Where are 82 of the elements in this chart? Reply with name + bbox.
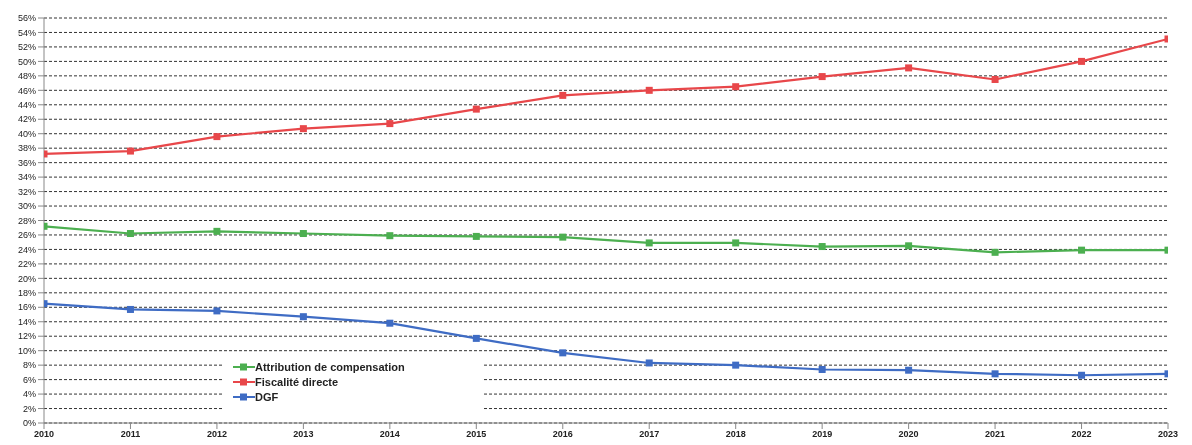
legend-label: DGF	[255, 390, 279, 403]
y-tick-label: 28%	[17, 215, 36, 226]
y-tick-label: 44%	[17, 99, 36, 110]
point	[905, 64, 913, 72]
y-tick-label: 0%	[22, 418, 36, 429]
y-tick-label: 32%	[17, 186, 36, 197]
y-tick-label: 16%	[17, 302, 36, 313]
x-tick-label: 2013	[293, 429, 314, 440]
legend-label: Fiscalité directe	[255, 375, 339, 388]
y-tick-label: 2%	[22, 403, 36, 414]
point	[472, 334, 480, 342]
x-tick-label: 2014	[379, 429, 400, 440]
y-tick-label: 10%	[17, 345, 36, 356]
point	[818, 73, 826, 81]
point	[299, 313, 307, 321]
y-tick-label: 50%	[17, 56, 36, 67]
point	[213, 227, 221, 235]
legend-label: Attribution de compensation	[255, 360, 405, 373]
x-tick-label: 2023	[1157, 429, 1179, 440]
point	[472, 232, 480, 240]
point	[126, 147, 134, 155]
x-tick-label: 2012	[206, 429, 227, 440]
point	[559, 91, 567, 99]
x-tick-label: 2016	[552, 429, 573, 440]
y-tick-label: 56%	[17, 13, 36, 24]
y-tick-label: 52%	[17, 42, 36, 53]
y-tick-label: 6%	[22, 374, 36, 385]
x-tick-label: 2018	[725, 429, 746, 440]
y-tick-label: 42%	[17, 114, 36, 125]
point	[386, 232, 394, 240]
point	[732, 83, 740, 91]
y-tick-label: 12%	[17, 331, 36, 342]
point	[991, 248, 999, 256]
point	[559, 233, 567, 241]
point	[732, 361, 740, 369]
x-tick-label: 2019	[812, 429, 833, 440]
point	[645, 359, 653, 367]
y-tick-label: 36%	[17, 157, 36, 168]
point	[991, 370, 999, 378]
y-tick-label: 22%	[17, 259, 36, 270]
y-tick-label: 20%	[17, 273, 36, 284]
point	[905, 242, 913, 250]
point	[213, 307, 221, 315]
point	[1078, 371, 1086, 379]
point	[126, 230, 134, 238]
x-tick-label: 2010	[33, 429, 55, 440]
y-tick-label: 48%	[17, 71, 36, 82]
point	[991, 75, 999, 83]
y-tick-label: 14%	[17, 316, 36, 327]
point	[213, 133, 221, 141]
x-tick-label: 2017	[639, 429, 660, 440]
point	[818, 243, 826, 251]
point	[645, 86, 653, 94]
y-tick-label: 26%	[17, 230, 36, 241]
point	[386, 120, 394, 128]
point	[126, 305, 134, 313]
y-tick-label: 40%	[17, 128, 36, 139]
point	[1078, 57, 1086, 65]
point	[905, 366, 913, 374]
y-tick-label: 4%	[22, 389, 36, 400]
point	[386, 319, 394, 327]
y-tick-label: 8%	[22, 360, 36, 371]
x-tick-label: 2021	[985, 429, 1006, 440]
point	[299, 230, 307, 238]
x-tick-label: 2020	[898, 429, 919, 440]
y-tick-label: 46%	[17, 85, 36, 96]
point	[732, 239, 740, 247]
x-tick-label: 2022	[1071, 429, 1092, 440]
point	[559, 349, 567, 357]
point	[472, 105, 480, 113]
x-tick-label: 2011	[120, 429, 141, 440]
y-tick-label: 30%	[17, 201, 36, 212]
y-tick-label: 18%	[17, 288, 36, 299]
y-tick-label: 34%	[17, 172, 36, 183]
y-tick-label: 38%	[17, 143, 36, 154]
point	[645, 239, 653, 247]
y-tick-label: 54%	[17, 27, 36, 38]
point	[818, 365, 826, 373]
x-tick-label: 2015	[466, 429, 487, 440]
y-tick-label: 24%	[17, 244, 36, 255]
point	[299, 125, 307, 133]
point	[1078, 246, 1086, 254]
